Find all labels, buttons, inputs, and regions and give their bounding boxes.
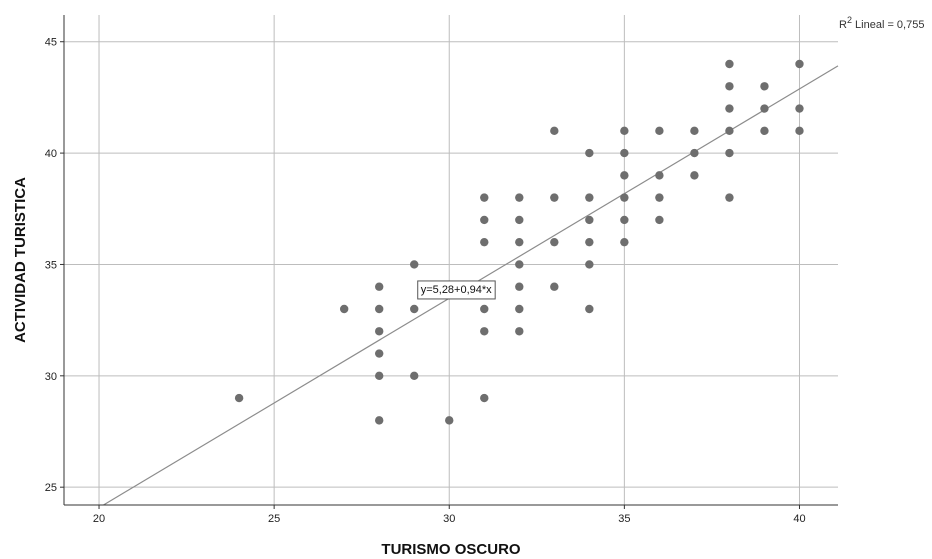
data-point bbox=[515, 304, 524, 314]
data-point bbox=[550, 193, 559, 202]
fit-equation-frame bbox=[417, 280, 496, 300]
data-point bbox=[585, 237, 594, 247]
data-point bbox=[725, 126, 734, 136]
data-point bbox=[375, 416, 384, 425]
data-point bbox=[410, 371, 419, 381]
data-point bbox=[480, 304, 489, 314]
x-tick-label: 25 bbox=[268, 513, 280, 525]
data-point bbox=[620, 237, 629, 247]
fit-equation: y=5,28+0,94*x bbox=[421, 284, 492, 296]
data-point bbox=[410, 260, 419, 269]
x-tick-label: 20 bbox=[93, 513, 105, 525]
data-point bbox=[375, 327, 384, 336]
data-point bbox=[655, 193, 664, 202]
data-point bbox=[620, 193, 629, 202]
data-point bbox=[620, 171, 629, 180]
data-point bbox=[234, 393, 244, 403]
grid bbox=[64, 15, 838, 505]
data-point bbox=[725, 193, 734, 202]
data-point bbox=[550, 237, 559, 247]
data-point bbox=[339, 304, 349, 314]
data-point bbox=[480, 193, 489, 202]
data-point bbox=[620, 215, 629, 225]
data-point bbox=[585, 148, 594, 158]
y-axis-title: ACTIVIDAD TURISTICA bbox=[12, 177, 29, 343]
fit-equation-box: y=5,28+0,94*x bbox=[417, 280, 496, 300]
data-point bbox=[795, 104, 804, 113]
data-point bbox=[655, 126, 664, 136]
data-point bbox=[375, 349, 384, 358]
data-point bbox=[690, 126, 699, 136]
y-tick-label: 40 bbox=[45, 148, 57, 160]
data-point bbox=[375, 371, 384, 381]
data-point bbox=[410, 304, 419, 314]
data-point bbox=[550, 126, 559, 136]
data-point bbox=[515, 327, 524, 336]
data-points bbox=[234, 59, 804, 425]
data-point bbox=[620, 126, 629, 136]
data-point bbox=[550, 282, 559, 291]
data-point bbox=[725, 82, 734, 91]
data-point bbox=[480, 393, 489, 403]
y-tick-label: 25 bbox=[45, 482, 57, 494]
data-point bbox=[760, 126, 769, 136]
x-tick-label: 30 bbox=[443, 513, 455, 525]
data-point bbox=[690, 148, 699, 158]
data-point bbox=[795, 59, 804, 69]
y-tick-label: 45 bbox=[45, 37, 57, 49]
tick-labels: 20 25 30 35 40 25 30 35 40 45 bbox=[45, 37, 806, 525]
data-point bbox=[655, 215, 664, 225]
data-point bbox=[515, 193, 524, 202]
data-point bbox=[795, 126, 804, 136]
data-point bbox=[585, 215, 594, 225]
y-tick-label: 30 bbox=[45, 371, 57, 383]
data-point bbox=[375, 282, 384, 291]
data-point bbox=[515, 215, 524, 225]
data-point bbox=[515, 237, 524, 247]
data-point bbox=[480, 215, 489, 225]
x-axis-title: TURISMO OSCURO bbox=[381, 541, 521, 558]
data-point bbox=[375, 304, 384, 314]
data-point bbox=[515, 260, 524, 269]
data-point bbox=[725, 104, 734, 113]
data-point bbox=[725, 59, 734, 69]
y-tick-label: 35 bbox=[45, 259, 57, 271]
data-point bbox=[445, 416, 454, 425]
data-point bbox=[655, 171, 664, 180]
data-point bbox=[585, 193, 594, 202]
data-point bbox=[585, 260, 594, 269]
data-point bbox=[515, 282, 524, 291]
data-point bbox=[480, 327, 489, 336]
data-point bbox=[725, 148, 734, 158]
r2-label: R2 Lineal = 0,755 bbox=[839, 15, 924, 31]
data-point bbox=[480, 237, 489, 247]
data-point bbox=[690, 171, 699, 180]
data-point bbox=[760, 82, 769, 91]
data-point bbox=[585, 304, 594, 314]
x-tick-label: 35 bbox=[618, 513, 630, 525]
data-point bbox=[760, 104, 769, 113]
data-point bbox=[620, 148, 629, 158]
x-tick-label: 40 bbox=[793, 513, 805, 525]
